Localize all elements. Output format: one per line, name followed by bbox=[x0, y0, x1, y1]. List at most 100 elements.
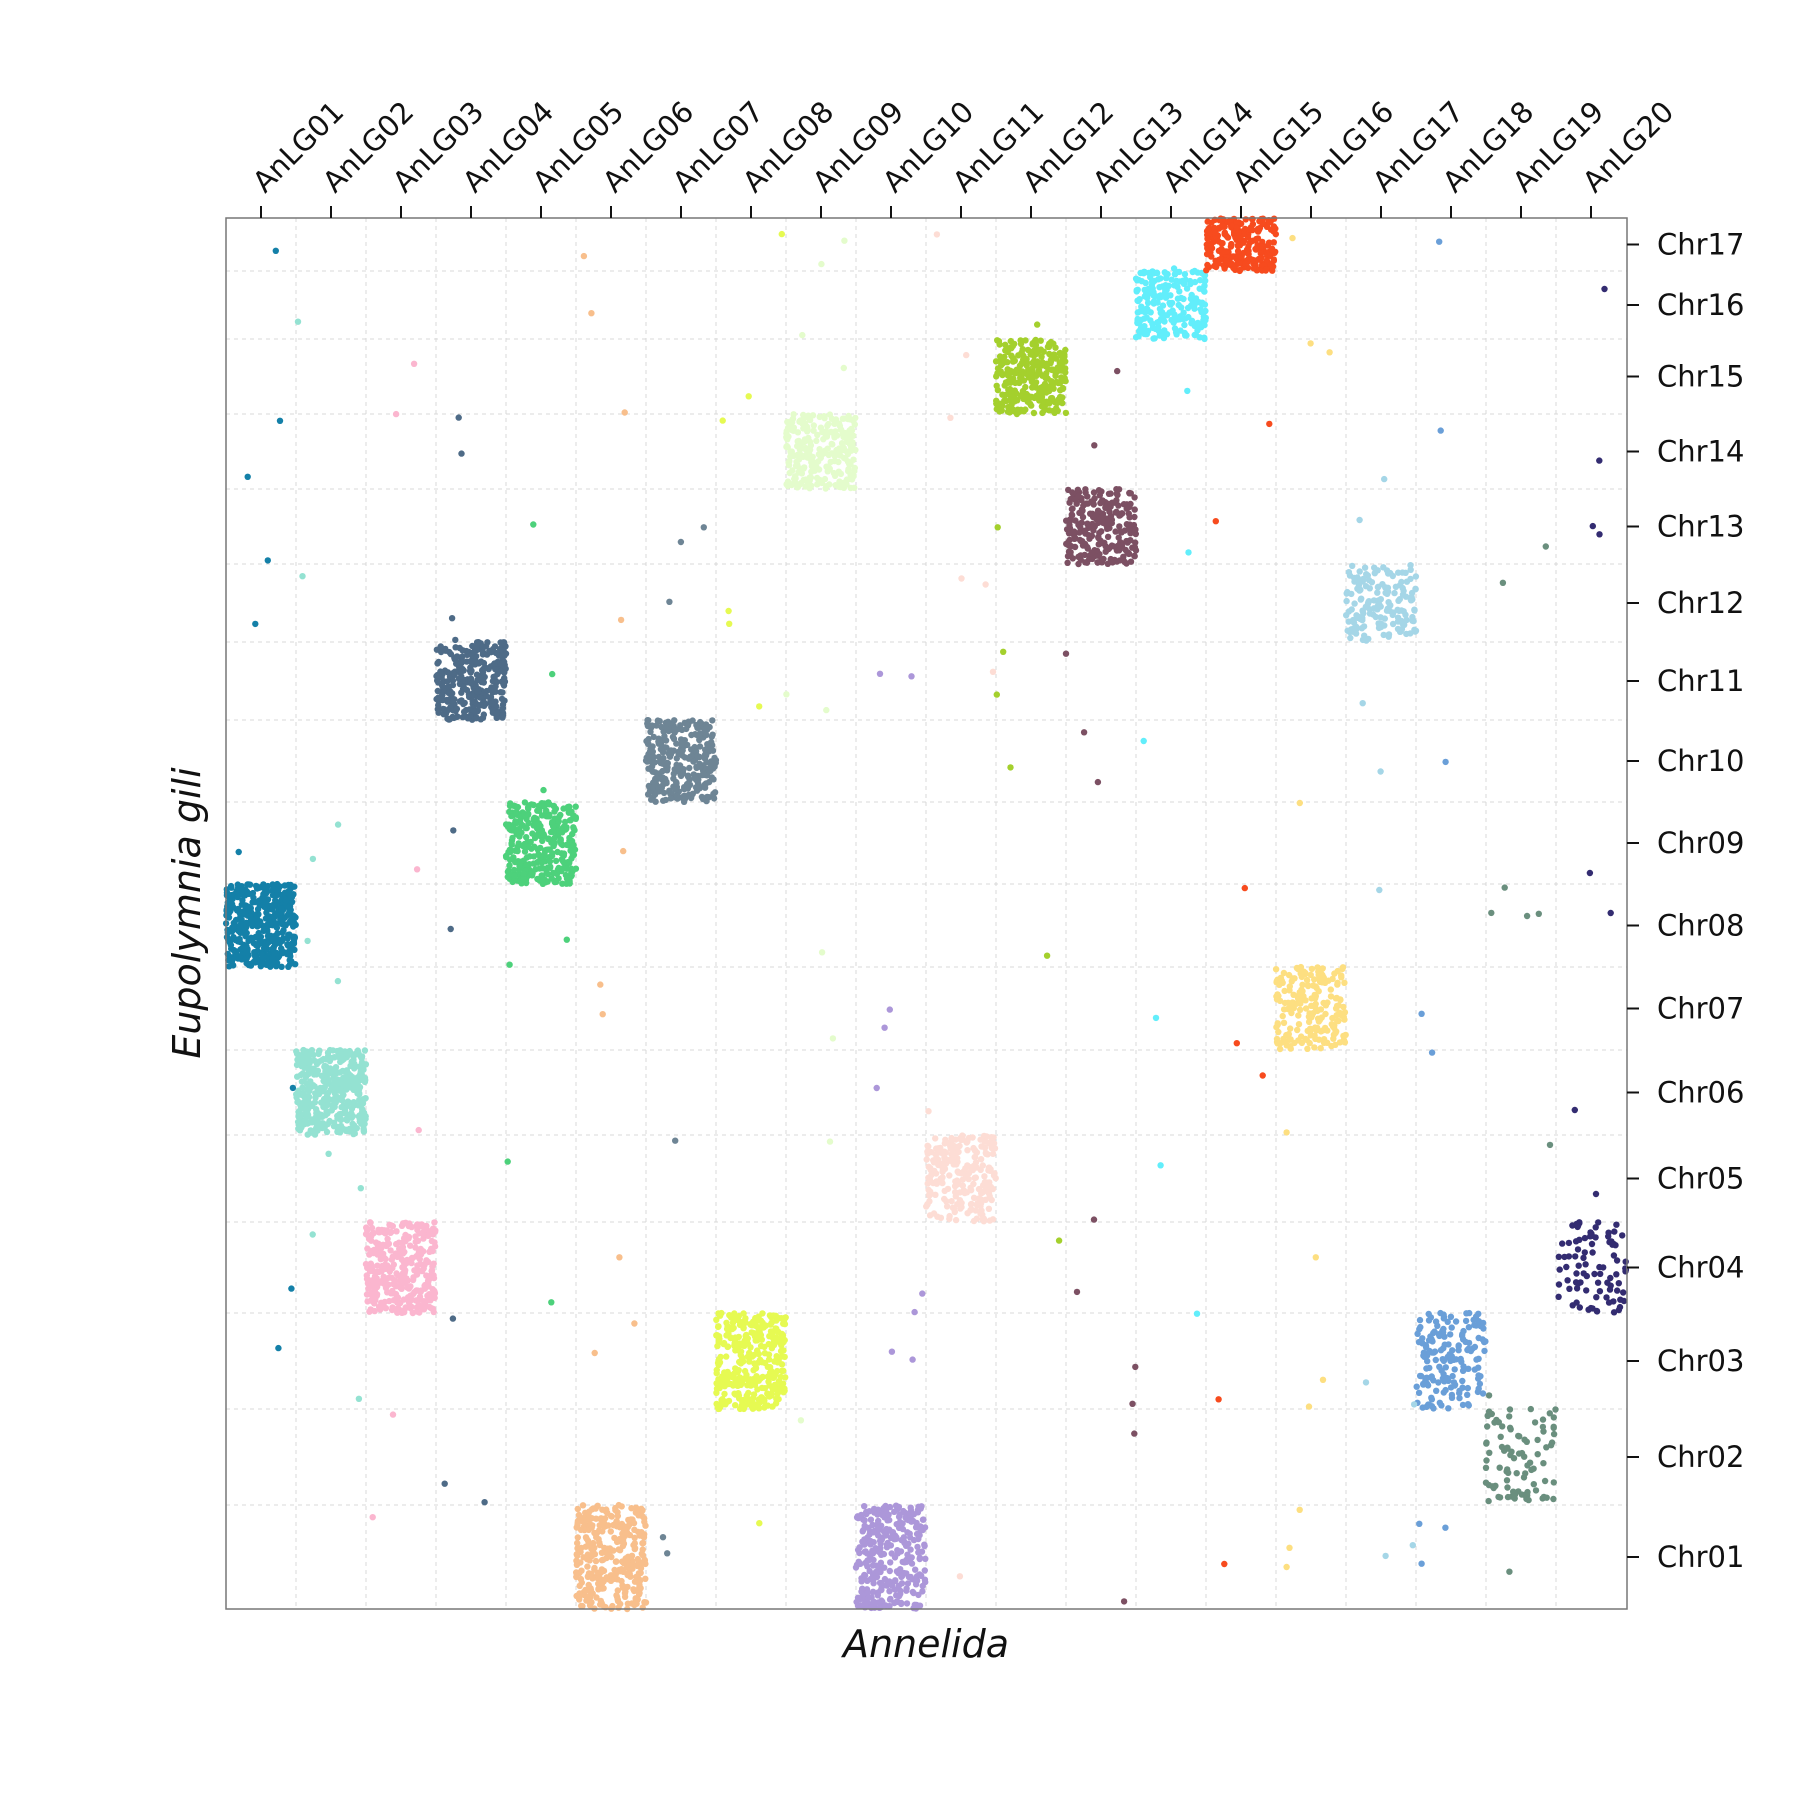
cluster-point bbox=[1321, 979, 1329, 986]
cluster-point bbox=[511, 872, 518, 879]
cluster-point bbox=[671, 717, 678, 724]
cluster-point bbox=[912, 1581, 920, 1588]
cluster-point bbox=[574, 1552, 581, 1559]
cluster-point bbox=[1143, 290, 1150, 297]
cluster-point bbox=[226, 953, 234, 961]
cluster-point bbox=[297, 1110, 304, 1118]
cluster-point bbox=[919, 1516, 927, 1523]
cluster-point bbox=[961, 1189, 968, 1197]
cluster-point bbox=[255, 921, 262, 929]
cluster-point bbox=[726, 1312, 733, 1319]
cluster-point bbox=[608, 1553, 615, 1561]
cluster-point bbox=[750, 1367, 757, 1374]
cluster-point bbox=[873, 1562, 880, 1569]
cluster-point bbox=[497, 639, 504, 646]
cluster-point bbox=[630, 1519, 638, 1527]
cluster-point bbox=[681, 754, 689, 761]
cluster-point bbox=[1082, 559, 1089, 566]
cluster-point bbox=[1234, 248, 1242, 255]
cluster-point bbox=[1142, 329, 1149, 336]
cluster-point bbox=[226, 909, 233, 916]
cluster-point bbox=[392, 1250, 399, 1257]
cluster-point bbox=[644, 740, 652, 747]
cluster-point bbox=[1339, 964, 1347, 971]
cluster-point bbox=[903, 1600, 911, 1607]
cluster-point bbox=[500, 680, 507, 688]
cluster-point bbox=[610, 1575, 618, 1583]
cluster-point bbox=[700, 771, 708, 779]
cluster-point bbox=[578, 1567, 585, 1574]
cluster-point bbox=[310, 1051, 317, 1059]
cluster-point bbox=[453, 705, 461, 713]
cluster-point bbox=[380, 1250, 387, 1258]
cluster-point bbox=[1391, 589, 1398, 597]
cluster-point bbox=[491, 660, 498, 667]
cluster-point bbox=[711, 754, 718, 762]
cluster-point bbox=[813, 437, 820, 445]
cluster-point bbox=[628, 1600, 636, 1607]
cluster-point bbox=[878, 1579, 885, 1587]
cluster-point bbox=[1392, 583, 1400, 590]
cluster-point bbox=[1349, 562, 1356, 570]
cluster-point bbox=[1306, 1025, 1314, 1033]
cluster-point bbox=[538, 872, 545, 879]
cluster-point bbox=[337, 1079, 344, 1087]
cluster-point bbox=[1182, 332, 1189, 339]
cluster-point bbox=[343, 1086, 350, 1093]
cluster-point bbox=[405, 1285, 413, 1292]
cluster-point bbox=[286, 956, 293, 964]
cluster-point bbox=[326, 1117, 333, 1125]
cluster-point bbox=[540, 832, 548, 840]
cluster-point bbox=[769, 1329, 776, 1337]
cluster-point bbox=[949, 1137, 956, 1144]
cluster-point bbox=[1289, 975, 1296, 982]
cluster-point bbox=[1079, 507, 1086, 514]
cluster-point bbox=[480, 711, 487, 718]
cluster-point bbox=[408, 1259, 415, 1267]
cluster-point bbox=[280, 927, 287, 934]
cluster-point bbox=[637, 1577, 644, 1584]
cluster-point bbox=[286, 903, 294, 910]
cluster-point bbox=[1318, 1014, 1325, 1021]
cluster-point bbox=[357, 1072, 364, 1080]
cluster-point bbox=[453, 653, 461, 660]
cluster-point bbox=[510, 866, 518, 874]
cluster-point bbox=[354, 1084, 361, 1091]
cluster-point bbox=[832, 482, 839, 489]
cluster-point bbox=[724, 1343, 732, 1350]
cluster-point bbox=[735, 1367, 742, 1374]
cluster-point bbox=[1187, 280, 1194, 288]
cluster-point bbox=[1343, 597, 1350, 605]
cluster-point bbox=[274, 936, 282, 943]
cluster-point bbox=[294, 1089, 302, 1096]
cluster-point bbox=[981, 1173, 988, 1180]
cluster-point bbox=[270, 901, 277, 908]
cluster-point bbox=[262, 940, 269, 948]
cluster-point bbox=[1383, 607, 1391, 614]
cluster-point bbox=[816, 476, 824, 484]
cluster-point bbox=[648, 722, 656, 729]
cluster-point bbox=[912, 1566, 919, 1573]
cluster-point bbox=[1281, 1039, 1289, 1046]
cluster-point bbox=[549, 850, 556, 857]
cluster-point bbox=[1303, 976, 1311, 984]
cluster-point bbox=[384, 1235, 391, 1243]
cluster-point bbox=[755, 1313, 762, 1320]
cluster-point bbox=[590, 1505, 597, 1512]
cluster-point bbox=[356, 1091, 363, 1098]
cluster-point bbox=[1071, 528, 1078, 535]
cluster-point bbox=[1082, 527, 1089, 534]
cluster-point bbox=[250, 894, 257, 901]
cluster-point bbox=[704, 741, 711, 748]
cluster-point bbox=[391, 1277, 399, 1284]
cluster-point bbox=[563, 824, 570, 831]
cluster-point bbox=[1256, 218, 1263, 225]
cluster-point bbox=[375, 1303, 383, 1311]
cluster-point bbox=[435, 658, 442, 666]
cluster-point bbox=[269, 935, 277, 942]
cluster-point bbox=[1113, 490, 1121, 497]
cluster-point bbox=[616, 1547, 624, 1554]
cluster-point bbox=[337, 1122, 345, 1130]
cluster-point bbox=[346, 1047, 353, 1055]
cluster-point bbox=[848, 444, 855, 452]
